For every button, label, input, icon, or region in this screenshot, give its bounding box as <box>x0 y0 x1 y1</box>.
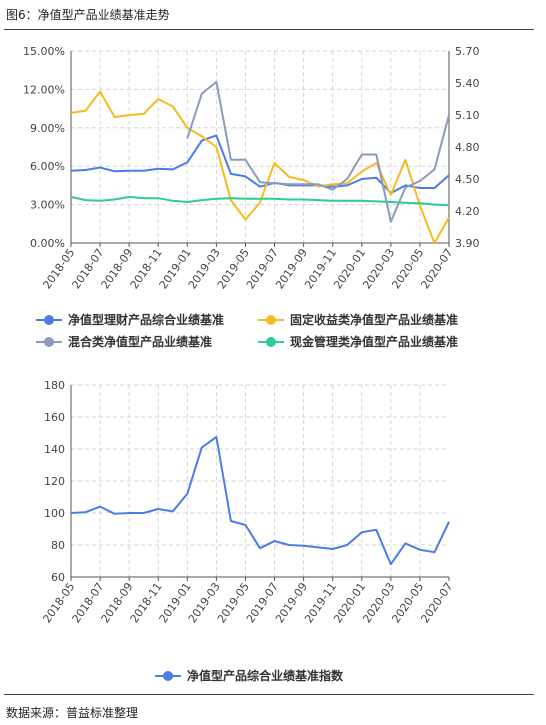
y-tick-label: 120 <box>44 475 65 488</box>
y-tick-label: 6.00% <box>30 160 65 173</box>
y-tick-label: 3.00% <box>30 199 65 212</box>
figure-source: 数据来源：普益标准整理 <box>6 706 139 720</box>
legend-label: 现金管理类净值型产品业绩基准 <box>290 334 458 349</box>
y2-tick-label: 5.10 <box>455 109 480 122</box>
legend-label: 净值型产品综合业绩基准指数 <box>187 668 344 683</box>
series-line-2 <box>186 80 450 223</box>
y-tick-label: 12.00% <box>23 83 65 96</box>
series-line-0 <box>70 436 450 566</box>
legend-label: 净值型理财产品综合业绩基准 <box>68 312 224 327</box>
series-line-0 <box>70 134 450 195</box>
y-tick-label: 80 <box>51 539 65 552</box>
y-tick-label: 0.00% <box>30 237 65 250</box>
y2-tick-label: 3.90 <box>455 237 480 250</box>
y-tick-label: 100 <box>44 507 65 520</box>
series-line-1 <box>70 90 450 244</box>
legend-swatch-dot <box>44 337 54 347</box>
y2-tick-label: 5.70 <box>455 45 480 58</box>
bottom-rule <box>4 694 534 695</box>
y2-tick-label: 4.20 <box>455 205 480 218</box>
y-tick-label: 140 <box>44 443 65 456</box>
legend-swatch-dot <box>266 315 276 325</box>
y-tick-label: 60 <box>51 571 65 584</box>
series-line-3 <box>70 195 450 207</box>
legend-swatch-dot <box>266 337 276 347</box>
y-tick-label: 15.00% <box>23 45 65 58</box>
legend-label: 固定收益类净值型产品业绩基准 <box>290 312 458 327</box>
y2-tick-label: 4.80 <box>455 141 480 154</box>
y-tick-label: 180 <box>44 379 65 392</box>
y2-tick-label: 4.50 <box>455 173 480 186</box>
y2-tick-label: 5.40 <box>455 77 480 90</box>
legend-swatch-dot <box>163 671 173 681</box>
y-tick-label: 9.00% <box>30 122 65 135</box>
y-tick-label: 160 <box>44 411 65 424</box>
legend-swatch-dot <box>44 315 54 325</box>
legend-label: 混合类净值型产品业绩基准 <box>68 334 212 349</box>
figure-title: 图6：净值型产品业绩基准走势 <box>6 8 170 22</box>
top-rule <box>4 29 534 30</box>
